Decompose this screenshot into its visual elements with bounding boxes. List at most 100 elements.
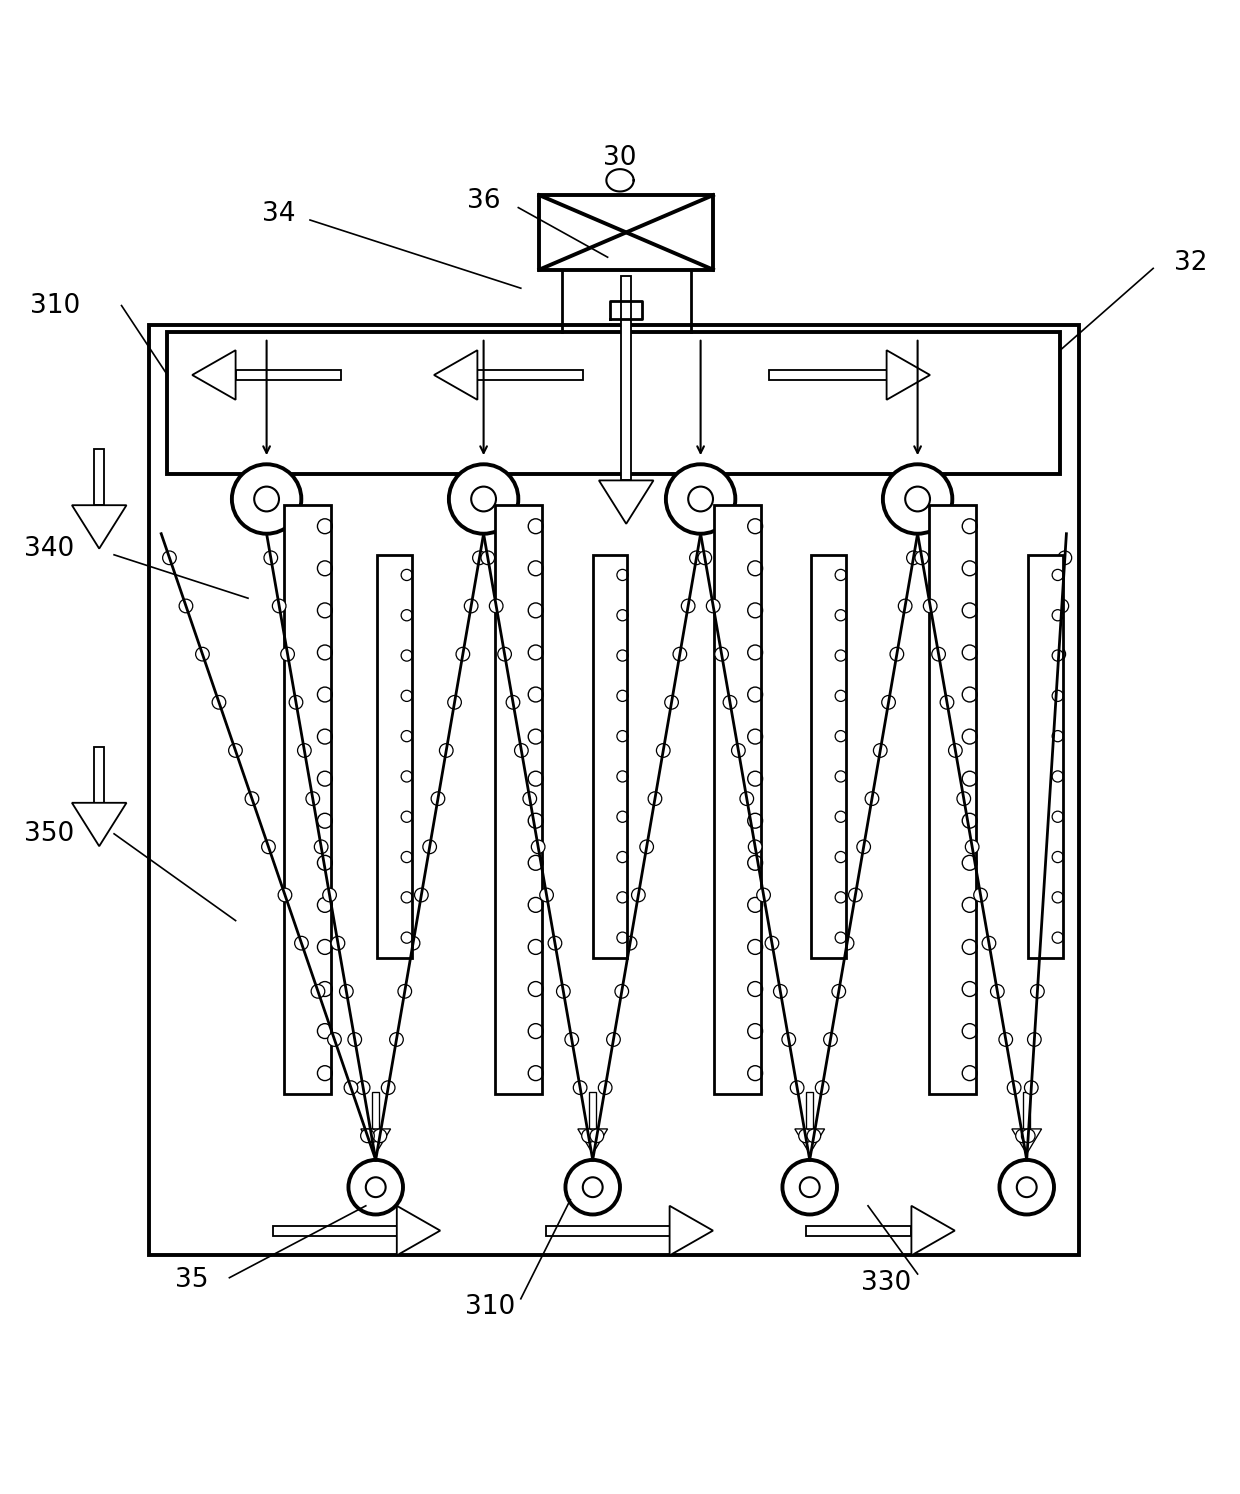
- Circle shape: [212, 696, 226, 710]
- Circle shape: [531, 840, 546, 853]
- Circle shape: [656, 744, 670, 757]
- Polygon shape: [1023, 1092, 1030, 1129]
- Circle shape: [340, 985, 353, 998]
- Circle shape: [631, 887, 645, 902]
- Polygon shape: [94, 450, 104, 505]
- Circle shape: [456, 647, 470, 660]
- Circle shape: [991, 985, 1004, 998]
- Text: 36: 36: [466, 188, 501, 215]
- Polygon shape: [929, 505, 976, 1094]
- Circle shape: [565, 1159, 620, 1215]
- Circle shape: [481, 551, 495, 565]
- Circle shape: [490, 599, 503, 613]
- Circle shape: [331, 937, 345, 950]
- Circle shape: [278, 887, 291, 902]
- Circle shape: [523, 792, 537, 805]
- Circle shape: [497, 647, 511, 660]
- Polygon shape: [795, 1129, 825, 1153]
- Circle shape: [848, 887, 862, 902]
- Circle shape: [515, 744, 528, 757]
- Circle shape: [162, 551, 176, 565]
- Circle shape: [382, 1080, 396, 1095]
- Circle shape: [506, 696, 520, 710]
- Circle shape: [949, 744, 962, 757]
- Circle shape: [782, 1032, 796, 1046]
- Circle shape: [756, 887, 770, 902]
- Circle shape: [906, 551, 920, 565]
- Polygon shape: [621, 276, 631, 481]
- Circle shape: [1045, 744, 1059, 757]
- Polygon shape: [599, 481, 653, 524]
- Circle shape: [228, 744, 242, 757]
- Circle shape: [1028, 1032, 1042, 1046]
- Circle shape: [345, 1080, 358, 1095]
- Circle shape: [365, 1129, 378, 1143]
- Polygon shape: [477, 371, 583, 379]
- Polygon shape: [236, 371, 341, 379]
- Circle shape: [423, 840, 436, 853]
- Polygon shape: [887, 350, 930, 400]
- Polygon shape: [811, 554, 846, 958]
- Circle shape: [707, 599, 720, 613]
- Polygon shape: [714, 505, 761, 1094]
- Circle shape: [414, 887, 428, 902]
- Circle shape: [782, 1159, 837, 1215]
- Circle shape: [327, 1032, 341, 1046]
- Circle shape: [866, 792, 879, 805]
- Polygon shape: [284, 505, 331, 1094]
- Circle shape: [448, 696, 461, 710]
- Circle shape: [624, 937, 637, 950]
- Polygon shape: [372, 1092, 379, 1129]
- Polygon shape: [94, 747, 104, 802]
- Circle shape: [898, 599, 911, 613]
- Circle shape: [582, 1129, 595, 1143]
- Circle shape: [999, 1032, 1013, 1046]
- Circle shape: [890, 647, 904, 660]
- Circle shape: [957, 792, 971, 805]
- Circle shape: [407, 937, 420, 950]
- Polygon shape: [1028, 554, 1063, 958]
- Text: 310: 310: [30, 293, 81, 318]
- Circle shape: [823, 1032, 837, 1046]
- Polygon shape: [1012, 1129, 1042, 1153]
- Circle shape: [196, 647, 210, 660]
- Polygon shape: [273, 1225, 397, 1236]
- Circle shape: [306, 792, 320, 805]
- Circle shape: [1049, 696, 1063, 710]
- Circle shape: [464, 599, 477, 613]
- Circle shape: [1052, 647, 1065, 660]
- Circle shape: [714, 647, 728, 660]
- Circle shape: [816, 1080, 830, 1095]
- Text: 32: 32: [1173, 251, 1208, 276]
- Text: 340: 340: [24, 536, 74, 562]
- Circle shape: [1022, 1129, 1035, 1143]
- Circle shape: [873, 744, 887, 757]
- Polygon shape: [361, 1129, 391, 1153]
- Polygon shape: [593, 554, 627, 958]
- Circle shape: [689, 551, 703, 565]
- Circle shape: [665, 696, 678, 710]
- Circle shape: [565, 1032, 579, 1046]
- Circle shape: [315, 840, 327, 853]
- Polygon shape: [495, 505, 542, 1094]
- Circle shape: [841, 937, 854, 950]
- Circle shape: [1039, 840, 1053, 853]
- Circle shape: [615, 985, 629, 998]
- Circle shape: [398, 985, 412, 998]
- Polygon shape: [72, 802, 126, 846]
- Circle shape: [740, 792, 754, 805]
- Circle shape: [232, 465, 301, 533]
- Circle shape: [1030, 985, 1044, 998]
- Text: 350: 350: [24, 820, 74, 847]
- Polygon shape: [192, 350, 236, 400]
- Circle shape: [356, 1080, 370, 1095]
- Circle shape: [640, 840, 653, 853]
- Circle shape: [807, 1129, 821, 1143]
- Circle shape: [472, 551, 486, 565]
- Circle shape: [832, 985, 846, 998]
- Circle shape: [999, 1159, 1054, 1215]
- Circle shape: [599, 1080, 613, 1095]
- Circle shape: [264, 551, 278, 565]
- Text: 330: 330: [862, 1270, 911, 1295]
- Circle shape: [348, 1159, 403, 1215]
